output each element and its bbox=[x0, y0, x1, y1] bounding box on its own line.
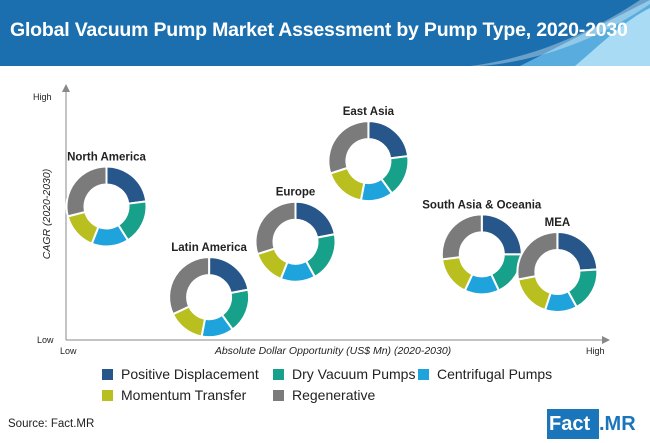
donut-segment-latin-america-positive-displacement bbox=[208, 256, 250, 295]
donut-segment-mea-positive-displacement bbox=[556, 230, 599, 272]
donut-segment-europe-positive-displacement bbox=[294, 200, 336, 239]
source-note: Source: Fact.MR bbox=[8, 418, 95, 430]
donut-markers: North America Latin America Europe East Asi… bbox=[65, 106, 599, 339]
legend-label: Momentum Transfer bbox=[121, 387, 247, 403]
x-tick-high: High bbox=[586, 346, 605, 356]
legend-swatch bbox=[273, 368, 284, 380]
legend-swatch bbox=[102, 368, 113, 380]
y-tick-high: High bbox=[33, 92, 52, 102]
legend-label: Dry Vacuum Pumps bbox=[292, 366, 416, 382]
donut-segment-north-america-regenerative bbox=[65, 165, 108, 218]
logo-left: Fact bbox=[547, 409, 599, 439]
region-label-latin-america: Latin America bbox=[171, 242, 247, 254]
donut-segment-mea-regenerative bbox=[516, 230, 559, 281]
donut-segment-latin-america-regenerative bbox=[168, 256, 211, 316]
region-label-mea: MEA bbox=[545, 217, 571, 229]
legend-item-centrifugal-pumps: Centrifugal Pumps bbox=[418, 366, 552, 382]
header-banner: Global Vacuum Pump Market Assessment by … bbox=[0, 0, 650, 66]
donut-segment-east-asia-regenerative bbox=[327, 120, 370, 175]
legend-swatch bbox=[102, 389, 113, 401]
x-axis-label: Absolute Dollar Opportunity (US$ Mn) (20… bbox=[214, 345, 451, 357]
legend-item-momentum-transfer: Momentum Transfer bbox=[102, 387, 246, 403]
legend: Positive Displacement Dry Vacuum Pumps C… bbox=[0, 360, 650, 408]
y-tick-low: Low bbox=[37, 335, 54, 345]
y-axis-label: CAGR (2020-2030) bbox=[41, 169, 53, 259]
legend-label: Centrifugal Pumps bbox=[437, 366, 553, 382]
donut-segment-south-asia-oceania-positive-displacement bbox=[480, 213, 523, 256]
legend-swatch bbox=[418, 368, 429, 380]
donut-segment-north-america-momentum-transfer bbox=[66, 210, 100, 245]
chart-plot-area: High Low Low High Absolute Dollar Opport… bbox=[33, 84, 610, 357]
y-axis-arrow bbox=[62, 84, 70, 92]
legend-item-regenerative: Regenerative bbox=[273, 387, 375, 403]
donut-segment-south-asia-oceania-momentum-transfer bbox=[440, 255, 474, 292]
donut-segment-south-asia-oceania-regenerative bbox=[440, 213, 483, 261]
region-label-europe: Europe bbox=[276, 187, 316, 199]
x-tick-low: Low bbox=[60, 346, 77, 356]
legend-swatch bbox=[273, 389, 284, 401]
donut-segment-europe-regenerative bbox=[254, 200, 297, 256]
donut-segment-mea-momentum-transfer bbox=[516, 274, 552, 312]
logo-right: .MR bbox=[599, 413, 636, 435]
legend-label: Regenerative bbox=[292, 387, 376, 403]
factmr-logo: Fact .MR bbox=[547, 409, 643, 439]
chart-title: Global Vacuum Pump Market Assessment by … bbox=[10, 19, 628, 41]
region-label-south-asia-oceania: South Asia & Oceania bbox=[422, 199, 542, 211]
donut-segment-east-asia-positive-displacement bbox=[367, 120, 410, 160]
donut-segment-north-america-positive-displacement bbox=[105, 165, 148, 205]
legend-item-dry-vacuum-pumps: Dry Vacuum Pumps bbox=[273, 366, 415, 382]
region-label-east-asia: East Asia bbox=[343, 106, 395, 118]
legend-item-positive-displacement: Positive Displacement bbox=[102, 366, 259, 382]
header-background bbox=[0, 0, 650, 66]
region-label-north-america: North America bbox=[67, 151, 146, 163]
x-axis-arrow bbox=[602, 336, 610, 344]
legend-label: Positive Displacement bbox=[121, 366, 259, 382]
